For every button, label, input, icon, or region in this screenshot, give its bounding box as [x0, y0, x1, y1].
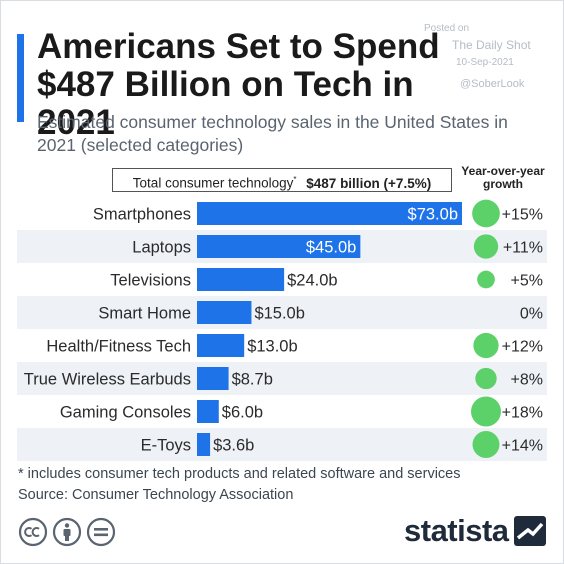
growth-bubble [472, 431, 500, 458]
value-label: $13.0b [247, 338, 297, 356]
growth-bubble [477, 270, 495, 289]
growth-label: +14% [502, 438, 543, 455]
category-label: Laptops [132, 239, 191, 257]
value-label: $8.7b [232, 371, 273, 389]
bar [197, 367, 229, 390]
category-label: Televisions [110, 272, 191, 290]
row-stripe [17, 428, 547, 461]
row-stripe [17, 362, 547, 395]
growth-bubble [473, 234, 499, 259]
growth-label: 0% [520, 306, 543, 323]
category-label: Health/Fitness Tech [46, 338, 191, 356]
category-label: Smart Home [98, 305, 191, 323]
value-label: $3.6b [213, 437, 254, 455]
value-label: $15.0b [254, 305, 304, 323]
watermark: Posted on The Daily Shot 10-Sep-2021 @So… [424, 20, 554, 93]
bar [197, 433, 211, 456]
watermark-line-1: Posted on [424, 23, 470, 34]
creative-commons-icon [18, 517, 48, 547]
growth-label: +11% [503, 240, 543, 257]
value-label: $6.0b [222, 404, 263, 422]
watermark-line-4: @SoberLook [460, 78, 525, 90]
growth-bubble [473, 332, 499, 359]
license-icons [18, 517, 116, 547]
category-label: Smartphones [93, 206, 191, 224]
bar [197, 301, 252, 324]
growth-label: +5% [511, 273, 543, 290]
growth-label: +18% [502, 405, 543, 422]
logo-wordmark: statista [404, 513, 509, 548]
row-stripe [17, 296, 547, 329]
category-label: True Wireless Earbuds [24, 371, 191, 389]
growth-bubble [471, 396, 501, 427]
growth-label: +15% [502, 207, 543, 224]
value-label: $24.0b [287, 272, 337, 290]
bar [197, 235, 361, 258]
growth-bubble [472, 199, 500, 228]
total-footnote-marker: * [293, 175, 297, 184]
title-accent-bar [17, 34, 24, 122]
total-label: Total consumer technology [132, 175, 294, 191]
growth-label: +12% [502, 339, 543, 356]
watermark-line-2: The Daily Shot [452, 38, 531, 52]
yoy-growth-header: Year-over-year growth [461, 164, 545, 191]
bar [197, 400, 219, 423]
attribution-icon [52, 517, 82, 547]
growth-label: +8% [511, 372, 543, 389]
equals-icon [86, 517, 116, 547]
bar [197, 202, 462, 225]
chart-title: Americans Set to Spend $487 Billion on T… [37, 27, 440, 142]
total-box: Total consumer technology* $487 billion … [112, 168, 452, 192]
category-label: Gaming Consoles [60, 404, 191, 422]
footnote-block: * includes consumer tech products and re… [18, 464, 548, 506]
chart-subtitle: Estimated consumer technology sales in t… [37, 112, 508, 155]
total-value: $487 billion (+7.5%) [306, 175, 432, 191]
source-text: Source: Consumer Technology Association [18, 487, 294, 503]
bar [197, 268, 285, 291]
statista-logo-icon [514, 516, 546, 546]
value-label: $73.0b [408, 206, 458, 224]
category-label: E-Toys [141, 437, 191, 455]
watermark-line-3: 10-Sep-2021 [456, 57, 514, 68]
value-label: $45.0b [306, 239, 356, 257]
bar [197, 334, 245, 357]
statista-logo: statista [404, 514, 546, 548]
footnote-text: * includes consumer tech products and re… [18, 466, 461, 482]
growth-bubble [475, 367, 497, 390]
